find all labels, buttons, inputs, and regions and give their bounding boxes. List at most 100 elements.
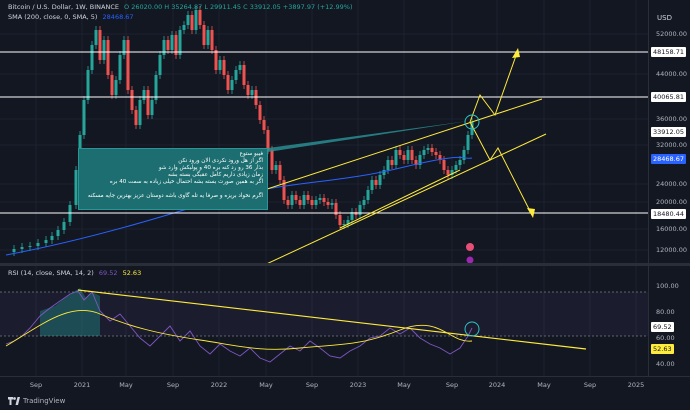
candle-body: [162, 40, 166, 55]
candle-body: [142, 90, 146, 100]
candle-body: [454, 165, 458, 170]
rsi-band: [0, 292, 648, 336]
candle-body: [306, 195, 310, 200]
candle-body: [170, 35, 174, 50]
rsi-trend-line: [77, 289, 587, 350]
candle-body: [202, 25, 206, 45]
level-tag: 48158.71: [651, 47, 687, 57]
candle-body: [326, 202, 330, 205]
tradingview-logo[interactable]: TradingView: [8, 397, 65, 405]
candle-body: [198, 10, 202, 25]
candle-body: [150, 100, 154, 115]
rsi-legend: RSI (14, close, SMA, 14, 2) 69.52 52.63: [8, 269, 144, 277]
time-tick: 2023: [349, 381, 367, 389]
price-scale[interactable]: USD 52000.00 44000.00 36000.00 32000.00 …: [648, 0, 690, 263]
candle-body: [458, 160, 462, 165]
time-tick: Sep: [29, 381, 43, 389]
candle-body: [410, 150, 414, 160]
symbol-legend: Bitcoin / U.S. Dollar, 1W, BINANCE O 260…: [8, 3, 356, 11]
candle-body: [422, 150, 426, 155]
candle-body: [218, 60, 222, 70]
price-tick: 44000.00: [656, 70, 688, 78]
last-price-tag: 33912.05: [651, 127, 687, 137]
candle-body: [430, 148, 434, 152]
candle-body: [358, 205, 362, 215]
currency-label[interactable]: USD: [657, 14, 672, 22]
candle-body: [414, 160, 418, 165]
candle-body: [62, 222, 66, 230]
candle-body: [146, 90, 150, 115]
candle-body: [178, 30, 182, 55]
ohlc-values: O 26020.00 H 35264.87 L 29911.45 C 33912…: [124, 3, 353, 11]
candle-body: [82, 100, 86, 135]
rsi-label: RSI (14, close, SMA, 14, 2): [8, 269, 94, 277]
candle-body: [90, 45, 94, 70]
candle-body: [386, 160, 390, 170]
candle-body: [56, 230, 60, 236]
time-axis[interactable]: Sep 2021 May Sep 2022 May Sep 2023 May S…: [0, 376, 690, 395]
candle-body: [374, 180, 378, 185]
candle-body: [362, 200, 366, 205]
price-chart[interactable]: [0, 0, 648, 268]
candle-body: [114, 80, 118, 95]
candle-body: [402, 155, 406, 160]
candle-body: [166, 40, 170, 50]
candle-body: [194, 10, 198, 30]
rsi-chart[interactable]: [0, 266, 648, 376]
candle-body: [262, 120, 266, 130]
highlight-circle: [464, 114, 480, 130]
candle-body: [20, 247, 24, 249]
candle-body: [398, 150, 402, 155]
candle-body: [418, 155, 422, 165]
time-tick: Sep: [305, 381, 319, 389]
trend-line-lower: [259, 133, 547, 268]
time-tick: Sep: [445, 381, 459, 389]
note-connector: [268, 121, 468, 152]
candle-body: [338, 215, 342, 225]
price-tick: 16000.00: [656, 225, 688, 233]
time-tick: May: [119, 381, 133, 389]
candle-body: [322, 198, 326, 202]
time-tick: 2025: [627, 381, 645, 389]
rsi-scale[interactable]: 100.00 80.00 60.00 40.00 69.52 52.63: [648, 266, 690, 376]
pane-separator[interactable]: [0, 263, 690, 266]
time-tick: Sep: [583, 381, 597, 389]
rsi-highlight-circle: [464, 321, 480, 337]
candle-body: [138, 100, 142, 125]
candle-body: [450, 170, 454, 175]
candle-body: [302, 195, 306, 205]
note-line: فیبو ستوع: [239, 151, 263, 157]
candle-body: [158, 55, 162, 75]
candle-body: [190, 15, 194, 30]
candle-body: [36, 243, 40, 246]
candle-body: [266, 130, 270, 150]
sma-label: SMA (200, close, 0, SMA, 5): [8, 13, 98, 21]
candle-body: [282, 180, 286, 200]
candle-body: [318, 198, 322, 200]
time-tick: 2024: [488, 381, 506, 389]
candle-body: [346, 220, 350, 224]
analysis-note[interactable]: فیبو ستوع اگر از هل ورود نکردی الان ورود…: [78, 148, 268, 210]
candle-body: [446, 170, 450, 175]
rsi-sma-line: [5, 309, 473, 350]
candle-body: [334, 203, 338, 215]
rsi-tick: 60.00: [656, 334, 675, 342]
note-line: اگرم نخواد بریزه و صرفا یه تله گاوی باشه…: [87, 193, 263, 199]
candle-body: [330, 203, 334, 205]
candle-body: [174, 35, 178, 55]
sma-line: [5, 156, 473, 256]
rsi-sma-value: 52.63: [122, 269, 142, 277]
trend-line-inner: [339, 169, 461, 229]
time-tick: 2022: [210, 381, 228, 389]
rsi-pane[interactable]: RSI (14, close, SMA, 14, 2) 69.52 52.63: [0, 266, 648, 376]
rsi-value-tag: 69.52: [651, 322, 674, 332]
time-tick: 2021: [73, 381, 91, 389]
candle-body: [246, 85, 250, 95]
price-pane[interactable]: Bitcoin / U.S. Dollar, 1W, BINANCE O 260…: [0, 0, 648, 268]
candle-body: [210, 30, 214, 50]
candle-body: [406, 150, 410, 160]
sma-price-tag: 28468.67: [651, 154, 687, 164]
price-tick: 12000.00: [656, 246, 688, 254]
candle-body: [390, 160, 394, 165]
candle-body: [294, 195, 298, 200]
